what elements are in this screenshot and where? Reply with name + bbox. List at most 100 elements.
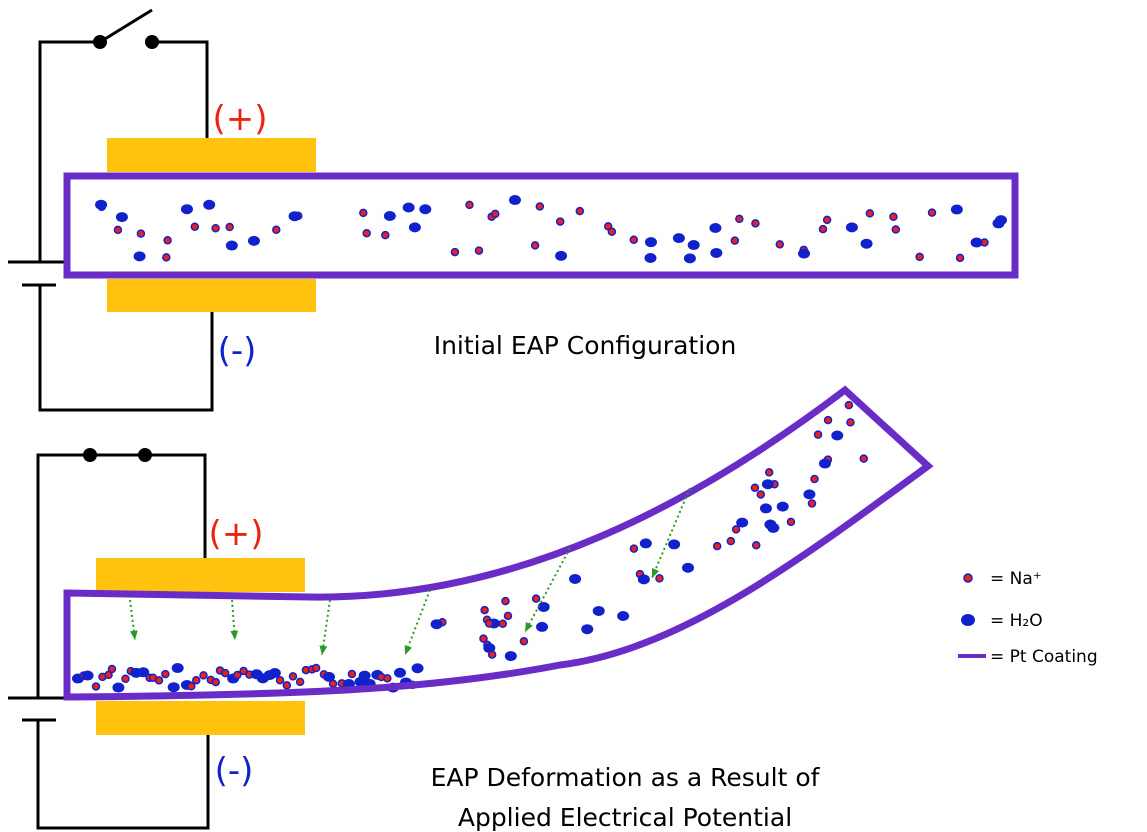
h2o-molecule <box>592 605 605 616</box>
h2o-molecule <box>683 253 696 264</box>
na-ion <box>359 208 368 218</box>
na-ion <box>764 468 774 477</box>
na-ion <box>288 672 298 681</box>
h2o-molecule <box>992 218 1005 229</box>
na-ion <box>480 605 489 615</box>
na-ion <box>190 222 200 231</box>
na-ion <box>484 619 494 628</box>
na-ion <box>607 227 617 236</box>
h2o-molecule <box>710 247 723 258</box>
legend-h2o <box>961 614 975 626</box>
na-ion <box>750 483 760 492</box>
arrow-head <box>404 645 412 655</box>
na-ion <box>487 650 497 659</box>
ion-dots <box>71 195 1008 693</box>
na-ion <box>915 252 924 262</box>
h2o-molecule <box>171 663 184 674</box>
na-ion <box>311 663 321 673</box>
h2o-molecule <box>247 235 260 246</box>
h2o-molecule <box>133 251 146 262</box>
na-ion <box>955 253 965 263</box>
h2o-molecule <box>798 248 811 259</box>
arrow <box>404 589 431 656</box>
h2o-molecule <box>668 539 681 550</box>
h2o-molecule <box>617 611 630 622</box>
h2o-molecule <box>504 651 517 662</box>
arrow <box>321 599 331 656</box>
h2o-molecule <box>761 479 774 490</box>
h2o-molecule <box>393 667 406 678</box>
h2o-molecule <box>419 204 432 215</box>
h2o-molecule <box>950 204 963 215</box>
na-ion <box>786 517 796 527</box>
h2o-molecule <box>845 222 858 233</box>
h2o-molecule <box>288 211 301 222</box>
na-ion <box>927 208 937 217</box>
h2o-molecule <box>537 601 550 612</box>
na-ion <box>813 430 823 439</box>
h2o-molecule <box>639 538 652 549</box>
h2o-molecule <box>167 682 180 693</box>
caption: Applied Electrical Potential <box>458 803 792 832</box>
h2o-molecule <box>383 211 396 222</box>
na-ion <box>503 611 513 621</box>
h2o-molecule <box>268 668 281 679</box>
na-ion <box>818 224 828 234</box>
h2o-molecule <box>637 574 650 585</box>
na-ion <box>347 669 357 679</box>
h2o-molecule <box>644 237 657 248</box>
na-ion <box>844 400 854 410</box>
na-ion <box>121 674 130 684</box>
arrow <box>651 487 691 579</box>
na-ion <box>712 541 722 551</box>
na-ion <box>498 619 508 628</box>
legend-na <box>963 573 973 583</box>
na-ion <box>225 222 234 232</box>
na-ion <box>450 247 460 257</box>
h2o-molecule <box>759 503 772 514</box>
na-ion <box>233 670 242 680</box>
switch-contact <box>93 35 107 49</box>
na-ion <box>519 637 529 646</box>
h2o-molecule <box>115 212 128 223</box>
na-ion <box>465 200 474 210</box>
na-ion <box>865 209 875 218</box>
h2o-molecule <box>687 240 700 251</box>
h2o-molecule <box>358 670 371 681</box>
legend-label: = Na⁺ <box>990 569 1042 589</box>
na-ion <box>756 490 766 499</box>
na-ion <box>295 677 305 687</box>
circuit-top <box>8 8 214 412</box>
positive-label: (+) <box>208 514 263 554</box>
h2o-molecule <box>430 619 443 630</box>
h2o-molecule <box>137 667 150 678</box>
na-ion <box>211 677 220 687</box>
na-ion <box>211 223 220 233</box>
h2o-molecule <box>81 670 94 681</box>
h2o-molecule <box>411 663 424 674</box>
switch-contact <box>138 448 152 462</box>
electrode-top <box>107 138 316 172</box>
na-ion <box>859 454 869 463</box>
na-ion <box>275 676 285 685</box>
h2o-molecule <box>225 240 238 251</box>
na-ion <box>810 474 819 484</box>
electrode-bottom <box>107 279 316 312</box>
negative-label: (-) <box>218 331 257 371</box>
caption: EAP Deformation as a Result of <box>431 763 821 792</box>
caption: Initial EAP Configuration <box>434 331 737 360</box>
h2o-molecule <box>860 238 873 249</box>
na-ion <box>530 241 540 250</box>
na-ion <box>381 230 390 240</box>
na-ion <box>891 225 901 234</box>
na-ion <box>239 666 248 676</box>
switch-contact <box>145 35 159 49</box>
na-ion <box>731 525 741 534</box>
na-ion <box>328 679 338 688</box>
h2o-molecule <box>112 682 125 693</box>
na-ion <box>535 202 545 211</box>
arrow-head <box>525 622 533 632</box>
h2o-molecule <box>644 253 657 264</box>
na-ion <box>531 594 541 603</box>
